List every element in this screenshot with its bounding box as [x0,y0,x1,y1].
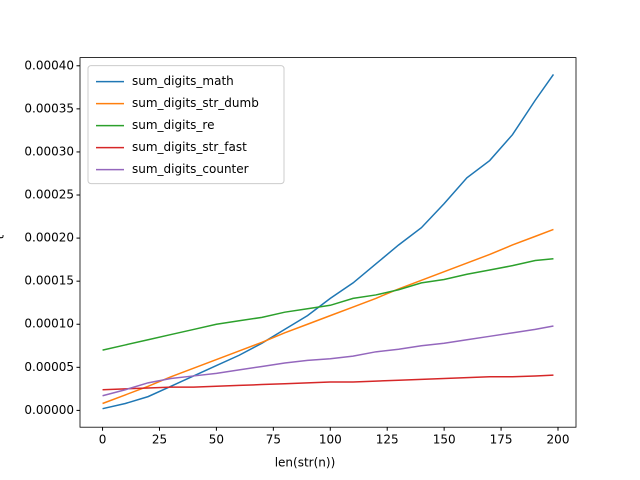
legend-box [87,65,285,185]
y-tick-label: 0.00030 [24,144,74,158]
x-tick-label: 150 [433,433,456,447]
x-tick-label: 100 [319,433,342,447]
x-tick-label: 175 [490,433,513,447]
y-tick-label: 0.00035 [24,101,74,115]
series-line [102,325,554,397]
plot-frame [79,57,577,428]
y-tick-label: 0.00010 [24,317,74,331]
x-tick-label: 50 [209,433,224,447]
legend-label: sum_digits_math [132,74,234,88]
legend-label: sum_digits_re [132,118,214,132]
series-line [102,258,554,351]
x-tick-label: 0 [99,433,107,447]
y-tick-label: 0.00040 [24,58,74,72]
y-axis-label: t [0,234,7,239]
x-tick-label: 75 [266,433,281,447]
legend-label: sum_digits_str_fast [132,140,247,154]
series-line [102,228,554,405]
x-tick-label: 125 [376,433,399,447]
legend-label: sum_digits_counter [132,162,249,176]
y-tick-label: 0.00020 [24,231,74,245]
x-tick-label: 200 [547,433,570,447]
x-tick-label: 25 [152,433,167,447]
y-tick-label: 0.00025 [24,188,74,202]
y-tick-label: 0.00005 [24,360,74,374]
y-tick-label: 0.00000 [24,403,74,417]
y-tick-label: 0.00015 [24,274,74,288]
series-line [102,374,554,391]
x-axis-label: len(str(n)) [275,456,336,470]
legend-label: sum_digits_str_dumb [132,96,259,110]
series-line [102,73,555,410]
